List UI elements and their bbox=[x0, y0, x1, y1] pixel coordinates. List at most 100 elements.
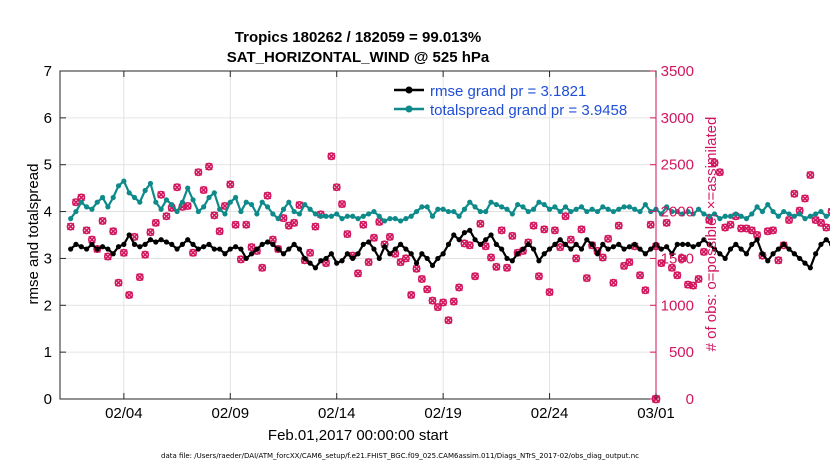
obs-possible-marker bbox=[396, 258, 405, 267]
obs-assimilated-marker bbox=[402, 254, 410, 263]
x-tick-label: 02/19 bbox=[424, 405, 462, 422]
totalspread-point bbox=[786, 211, 792, 217]
obs-possible-marker bbox=[369, 233, 378, 242]
rmse-point bbox=[743, 251, 750, 257]
rmse-point bbox=[302, 255, 308, 262]
obs-assimilated-marker bbox=[375, 218, 384, 226]
obs-assimilated-stroke bbox=[189, 249, 197, 257]
rmse-point bbox=[413, 260, 420, 266]
totalspread-point bbox=[546, 206, 553, 212]
obs-assimilated-marker bbox=[114, 279, 123, 287]
obs-assimilated-stroke bbox=[311, 222, 320, 231]
footer-data-file: data file: /Users/raeder/DAI/ATM_forcXX/… bbox=[161, 452, 639, 460]
obs-assimilated-marker bbox=[407, 291, 415, 299]
obs-possible-marker bbox=[689, 281, 698, 290]
obs-assimilated-marker bbox=[620, 262, 628, 270]
obs-assimilated-stroke bbox=[375, 218, 384, 226]
obs-assimilated-stroke bbox=[354, 269, 362, 278]
obs-assimilated-stroke bbox=[338, 200, 346, 208]
rmse-point bbox=[68, 246, 74, 252]
rmse-point bbox=[163, 239, 170, 245]
y-tick-label: 6 bbox=[44, 110, 52, 127]
obs-assimilated-marker bbox=[487, 253, 495, 262]
obs-assimilated-marker bbox=[556, 243, 564, 251]
rmse-point bbox=[376, 255, 382, 262]
totalspread-point bbox=[499, 204, 505, 210]
obs-assimilated-marker bbox=[338, 200, 346, 208]
obs-assimilated-stroke bbox=[742, 224, 751, 233]
totalspread-point bbox=[445, 208, 452, 215]
totalspread-point bbox=[121, 178, 127, 184]
obs-possible-marker bbox=[439, 298, 448, 307]
rmse-point bbox=[770, 251, 776, 257]
obs-possible-marker bbox=[497, 226, 506, 235]
totalspread-point bbox=[594, 208, 601, 215]
obs-assimilated-marker bbox=[721, 223, 729, 232]
obs-possible-marker bbox=[566, 235, 575, 244]
totalspread-point bbox=[291, 208, 297, 215]
totalspread-point bbox=[722, 213, 728, 219]
rmse-point bbox=[578, 246, 585, 252]
totalspread-point bbox=[600, 204, 606, 210]
obs-possible-marker bbox=[636, 271, 645, 280]
obs-possible-marker bbox=[534, 272, 543, 281]
rmse-point bbox=[759, 251, 766, 257]
x-tick-label: 02/14 bbox=[318, 405, 356, 422]
obs-assimilated-stroke bbox=[183, 202, 192, 210]
rmse-point bbox=[94, 246, 100, 252]
obs-possible-marker bbox=[311, 222, 320, 231]
rmse-point bbox=[323, 255, 329, 262]
rmse-point bbox=[174, 246, 180, 252]
obs-assimilated-marker bbox=[529, 221, 538, 230]
obs-assimilated-marker bbox=[237, 255, 245, 264]
obs-assimilated-marker bbox=[678, 254, 687, 263]
obs-possible-marker bbox=[715, 168, 724, 177]
rmse-point bbox=[419, 251, 425, 257]
obs-assimilated-stroke bbox=[221, 202, 229, 210]
obs-assimilated-stroke bbox=[215, 227, 224, 236]
rmse-point bbox=[557, 237, 563, 243]
totalspread-point bbox=[275, 216, 281, 222]
totalspread-point bbox=[206, 194, 212, 201]
obs-possible-marker bbox=[194, 168, 203, 177]
obs-assimilated-stroke bbox=[125, 291, 133, 299]
y-tick-label: 0 bbox=[44, 391, 52, 408]
totalspread-point bbox=[626, 204, 632, 210]
rmse-point bbox=[169, 241, 175, 247]
rmse-point bbox=[589, 241, 595, 247]
obs-assimilated-marker bbox=[540, 225, 549, 234]
obs-assimilated-marker bbox=[285, 221, 293, 230]
obs-assimilated-marker bbox=[503, 264, 511, 272]
totalspread-point bbox=[355, 216, 361, 222]
y-axis-label: rmse and totalspread bbox=[25, 164, 42, 305]
rmse-point bbox=[137, 244, 143, 250]
totalspread-point bbox=[711, 211, 718, 217]
obs-assimilated-stroke bbox=[705, 216, 713, 224]
rmse-point bbox=[674, 241, 680, 247]
rmse-point bbox=[147, 237, 154, 243]
rmse-point bbox=[807, 265, 813, 271]
obs-possible-marker bbox=[353, 269, 362, 278]
obs-assimilated-stroke bbox=[306, 249, 314, 257]
totalspread-point bbox=[775, 213, 781, 219]
obs-assimilated-marker bbox=[386, 233, 394, 241]
rmse-point bbox=[429, 262, 436, 269]
obs-assimilated-stroke bbox=[210, 211, 219, 220]
rmse-point bbox=[360, 241, 366, 247]
obs-assimilated-stroke bbox=[646, 220, 655, 229]
obs-assimilated-marker bbox=[583, 274, 591, 282]
totalspread-point bbox=[680, 211, 686, 217]
x-tick-label: 02/09 bbox=[212, 405, 250, 422]
obs-assimilated-marker bbox=[125, 291, 133, 299]
obs-assimilated-stroke bbox=[396, 258, 405, 266]
obs-assimilated-marker bbox=[806, 171, 815, 179]
obs-assimilated-stroke bbox=[269, 235, 277, 244]
totalspread-point bbox=[664, 204, 670, 210]
obs-assimilated-marker bbox=[370, 234, 378, 242]
obs-possible-marker bbox=[247, 243, 256, 252]
rmse-point bbox=[318, 258, 324, 264]
legend-rmse-label: rmse grand pr = 3.1821 bbox=[430, 83, 586, 100]
rmse-point bbox=[504, 255, 510, 262]
rmse-point bbox=[121, 241, 127, 247]
